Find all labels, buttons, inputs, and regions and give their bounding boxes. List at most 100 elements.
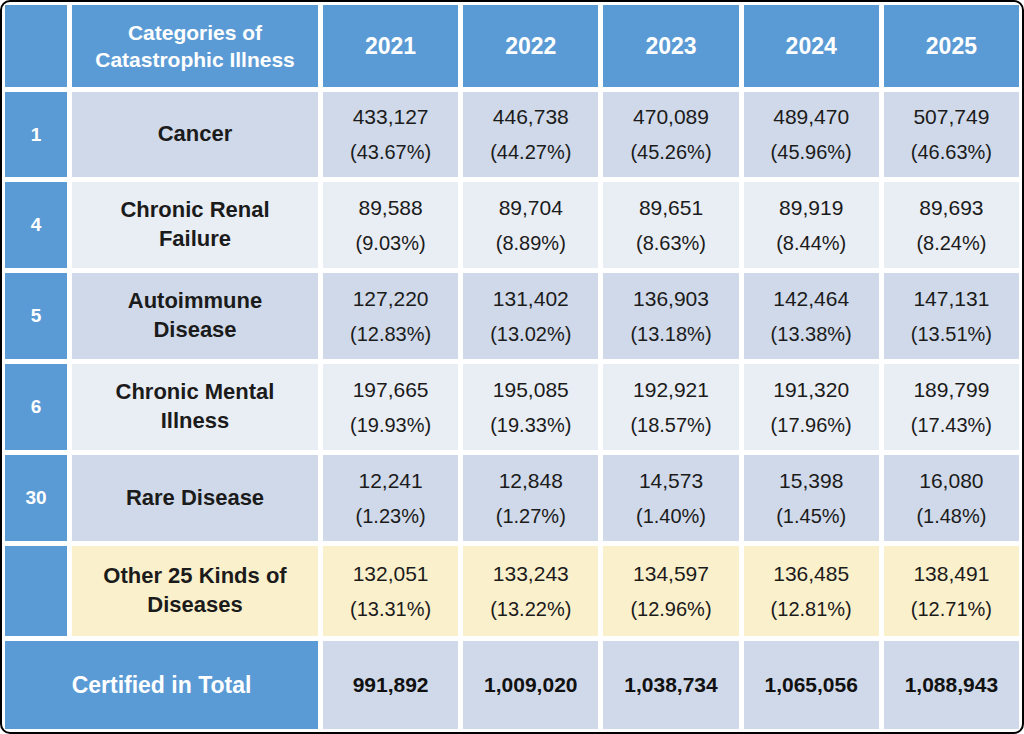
cell-percent: (13.38%) [771,323,852,346]
cell-count: 136,903 [633,287,709,311]
table-data-cell: 127,220 (12.83%) [323,273,458,359]
row-rank: 4 [5,182,67,268]
table-data-cell: 470,089 (45.26%) [603,92,738,177]
cell-count: 147,131 [913,287,989,311]
cell-count: 12,241 [358,469,422,493]
cell-percent: (8.24%) [916,232,986,255]
cell-percent: (12.83%) [350,323,431,346]
cell-percent: (8.89%) [496,232,566,255]
cell-percent: (19.93%) [350,414,431,437]
cell-percent: (18.57%) [630,414,711,437]
total-value-2024: 1,065,056 [744,641,879,729]
row-rank: 5 [5,273,67,359]
total-value-2023: 1,038,734 [603,641,738,729]
row-category: Other 25 Kinds of Diseases [72,546,318,636]
cell-count: 446,738 [493,105,569,129]
cell-count: 195,085 [493,378,569,402]
cell-percent: (1.48%) [916,505,986,528]
table-frame: Categories of Catastrophic Illness 2021 … [0,0,1024,734]
table-data-cell: 192,921 (18.57%) [603,364,738,450]
table-data-cell: 138,491 (12.71%) [884,546,1019,636]
table-data-cell: 136,485 (12.81%) [744,546,879,636]
header-category-label: Categories of Catastrophic Illness [72,5,318,87]
cell-count: 15,398 [779,469,843,493]
header-year-2025: 2025 [884,5,1019,87]
cell-percent: (13.31%) [350,598,431,621]
total-row-label: Certified in Total [5,641,318,729]
header-year-2021: 2021 [323,5,458,87]
total-value-2022: 1,009,020 [463,641,598,729]
cell-count: 197,665 [353,378,429,402]
cell-count: 12,848 [499,469,563,493]
cell-percent: (1.45%) [776,505,846,528]
table-data-cell: 136,903 (13.18%) [603,273,738,359]
row-rank: 6 [5,364,67,450]
cell-percent: (13.18%) [630,323,711,346]
header-year-2023: 2023 [603,5,738,87]
header-year-2024: 2024 [744,5,879,87]
cell-percent: (44.27%) [490,141,571,164]
cell-count: 470,089 [633,105,709,129]
cell-count: 142,464 [773,287,849,311]
table-data-cell: 89,693 (8.24%) [884,182,1019,268]
total-value-2025: 1,088,943 [884,641,1019,729]
cell-count: 14,573 [639,469,703,493]
row-category: Chronic Renal Failure [72,182,318,268]
row-category: Cancer [72,92,318,177]
cell-count: 132,051 [353,562,429,586]
row-category: Rare Disease [72,455,318,541]
cell-percent: (12.81%) [771,598,852,621]
cell-count: 138,491 [913,562,989,586]
cell-percent: (17.43%) [911,414,992,437]
header-year-2022: 2022 [463,5,598,87]
table-data-cell: 16,080 (1.48%) [884,455,1019,541]
row-category: Autoimmune Disease [72,273,318,359]
table-data-cell: 197,665 (19.93%) [323,364,458,450]
cell-count: 127,220 [353,287,429,311]
table-data-cell: 89,919 (8.44%) [744,182,879,268]
cell-percent: (8.63%) [636,232,706,255]
cell-percent: (1.27%) [496,505,566,528]
table-data-cell: 142,464 (13.38%) [744,273,879,359]
row-rank [5,546,67,636]
cell-count: 89,693 [919,196,983,220]
cell-count: 507,749 [913,105,989,129]
table-data-cell: 14,573 (1.40%) [603,455,738,541]
cell-percent: (17.96%) [771,414,852,437]
cell-count: 134,597 [633,562,709,586]
cell-percent: (45.26%) [630,141,711,164]
table-data-cell: 189,799 (17.43%) [884,364,1019,450]
row-rank: 1 [5,92,67,177]
cell-percent: (12.96%) [630,598,711,621]
cell-percent: (19.33%) [490,414,571,437]
table-data-cell: 507,749 (46.63%) [884,92,1019,177]
cell-count: 192,921 [633,378,709,402]
cell-count: 133,243 [493,562,569,586]
cell-count: 191,320 [773,378,849,402]
cell-count: 131,402 [493,287,569,311]
table-data-cell: 89,704 (8.89%) [463,182,598,268]
table-data-cell: 131,402 (13.02%) [463,273,598,359]
cell-percent: (13.02%) [490,323,571,346]
cell-count: 89,588 [358,196,422,220]
row-rank: 30 [5,455,67,541]
table-data-cell: 446,738 (44.27%) [463,92,598,177]
cell-count: 89,651 [639,196,703,220]
cell-percent: (9.03%) [356,232,426,255]
cell-count: 89,704 [499,196,563,220]
table-data-cell: 195,085 (19.33%) [463,364,598,450]
cell-count: 433,127 [353,105,429,129]
table-data-cell: 12,848 (1.27%) [463,455,598,541]
catastrophic-illness-table: Categories of Catastrophic Illness 2021 … [5,5,1019,729]
cell-count: 89,919 [779,196,843,220]
cell-percent: (13.22%) [490,598,571,621]
cell-percent: (1.23%) [356,505,426,528]
cell-count: 489,470 [773,105,849,129]
cell-percent: (43.67%) [350,141,431,164]
cell-percent: (12.71%) [911,598,992,621]
table-data-cell: 133,243 (13.22%) [463,546,598,636]
cell-percent: (8.44%) [776,232,846,255]
table-data-cell: 134,597 (12.96%) [603,546,738,636]
table-data-cell: 433,127 (43.67%) [323,92,458,177]
cell-count: 16,080 [919,469,983,493]
